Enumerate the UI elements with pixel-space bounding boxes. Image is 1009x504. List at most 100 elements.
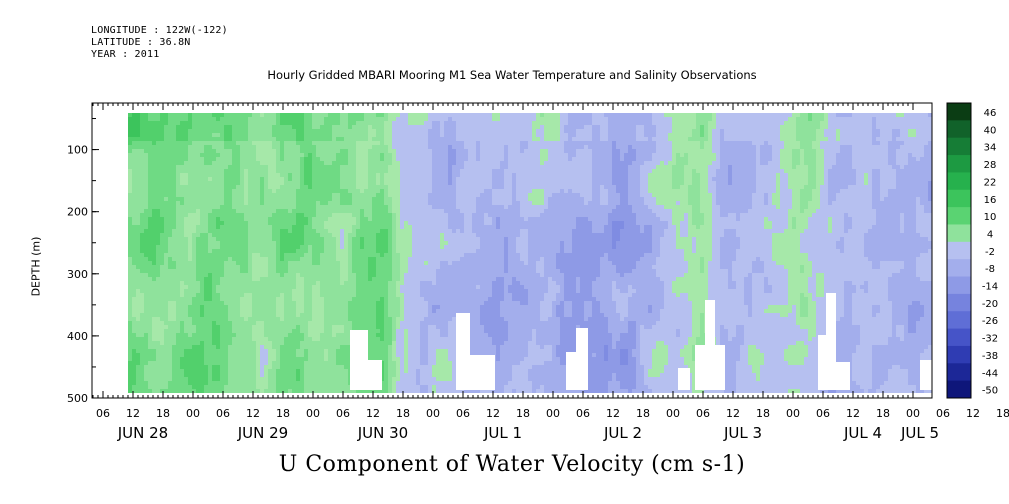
heat-cell — [232, 281, 236, 285]
heat-cell — [208, 245, 212, 249]
heat-cell — [176, 185, 180, 189]
heat-cell — [276, 301, 280, 305]
heat-cell — [176, 345, 180, 349]
heat-cell — [356, 153, 360, 157]
heat-cell — [304, 121, 308, 125]
heat-cell — [360, 113, 364, 117]
heat-cell — [276, 357, 280, 361]
heat-cell — [404, 337, 408, 341]
heat-cell — [172, 193, 176, 197]
heat-cell — [324, 173, 328, 177]
heat-cell — [192, 381, 196, 385]
heat-cell — [408, 273, 412, 277]
heat-cell — [200, 225, 204, 229]
heat-cell — [260, 253, 264, 257]
heat-cell — [204, 117, 208, 121]
heat-cell — [204, 213, 208, 217]
heat-cell — [360, 185, 364, 189]
heat-cell — [128, 157, 132, 161]
heat-cell — [400, 245, 404, 249]
heat-cell — [312, 293, 316, 297]
heat-cell — [300, 117, 304, 121]
heat-cell — [272, 197, 276, 201]
heat-cell — [368, 121, 372, 125]
heat-cell — [156, 337, 160, 341]
heat-cell — [284, 261, 288, 265]
heat-cell — [192, 153, 196, 157]
heat-cell — [356, 173, 360, 177]
heat-cell — [184, 189, 188, 193]
heat-cell — [392, 225, 396, 229]
heat-cell — [212, 345, 216, 349]
heat-cell — [404, 361, 408, 365]
heat-cell — [332, 253, 336, 257]
heat-cell — [320, 153, 324, 157]
heat-cell — [232, 329, 236, 333]
heat-cell — [180, 149, 184, 153]
heat-cell — [260, 217, 264, 221]
heat-cell — [208, 189, 212, 193]
heat-cell — [336, 325, 340, 329]
heat-cell — [160, 229, 164, 233]
heat-cell — [364, 321, 368, 325]
heat-cell — [360, 145, 364, 149]
heat-cell — [288, 369, 292, 373]
heat-cell — [244, 349, 248, 353]
heat-cell — [256, 337, 260, 341]
heat-cell — [140, 257, 144, 261]
heat-cell — [328, 121, 332, 125]
heat-cell — [384, 201, 388, 205]
heat-cell — [188, 177, 192, 181]
heat-cell — [324, 181, 328, 185]
heat-cell — [364, 237, 368, 241]
heat-cell — [176, 225, 180, 229]
heat-cell — [220, 293, 224, 297]
heat-cell — [160, 161, 164, 165]
heat-cell — [388, 257, 392, 261]
heat-cell — [340, 233, 344, 237]
heat-cell — [368, 225, 372, 229]
heat-cell — [140, 165, 144, 169]
heat-cell — [252, 349, 256, 353]
heat-cell — [144, 217, 148, 221]
heat-cell — [276, 389, 280, 393]
heat-cell — [268, 181, 272, 185]
heat-cell — [136, 309, 140, 313]
heat-cell — [348, 281, 352, 285]
heat-cell — [264, 177, 268, 181]
heat-cell — [156, 177, 160, 181]
heat-cell — [244, 233, 248, 237]
heat-cell — [192, 117, 196, 121]
heat-cell — [240, 173, 244, 177]
heat-cell — [348, 145, 352, 149]
heat-cell — [256, 345, 260, 349]
heat-cell — [248, 209, 252, 213]
heat-cell — [128, 317, 132, 321]
heat-cell — [268, 245, 272, 249]
heat-cell — [252, 173, 256, 177]
heat-cell — [128, 205, 132, 209]
heat-cell — [288, 173, 292, 177]
heat-cell — [256, 185, 260, 189]
heat-cell — [212, 137, 216, 141]
heat-cell — [272, 313, 276, 317]
heat-cell — [316, 325, 320, 329]
heat-cell — [396, 213, 400, 217]
heat-cell — [268, 177, 272, 181]
heat-cell — [392, 389, 396, 393]
heat-cell — [128, 145, 132, 149]
heat-cell — [180, 297, 184, 301]
heat-cell — [180, 169, 184, 173]
heat-cell — [204, 113, 208, 117]
heat-cell — [264, 365, 268, 369]
heat-cell — [140, 309, 144, 313]
heat-cell — [368, 253, 372, 257]
heat-cell — [252, 345, 256, 349]
heat-cell — [184, 153, 188, 157]
heat-cell — [260, 177, 264, 181]
heat-cell — [268, 309, 272, 313]
heat-cell — [196, 357, 200, 361]
heat-cell — [304, 157, 308, 161]
heat-cell — [240, 293, 244, 297]
heat-cell — [336, 269, 340, 273]
